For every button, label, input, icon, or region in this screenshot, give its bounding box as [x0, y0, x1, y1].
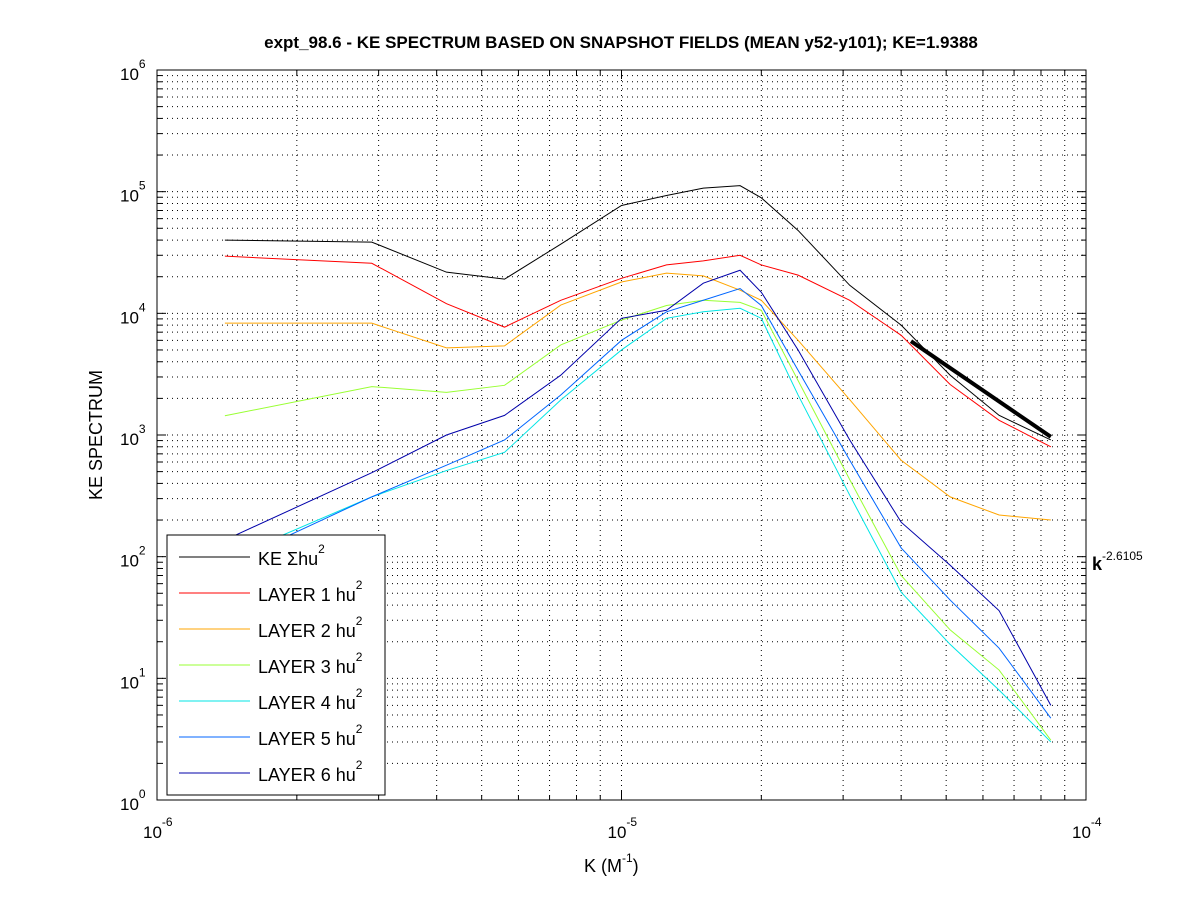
tick-exponent: -5: [626, 815, 637, 829]
y-tick-label: 102: [120, 544, 146, 571]
x-tick-label: 10-5: [608, 815, 638, 842]
tick-exponent: 4: [139, 300, 146, 314]
legend-label-4: LAYER 4 hu2: [258, 686, 363, 713]
tick-exponent: -6: [162, 815, 173, 829]
tick-base: 10: [120, 65, 139, 84]
tick-exponent: 1: [139, 665, 146, 679]
legend-label-3: LAYER 3 hu2: [258, 650, 363, 677]
tick-exponent: 2: [139, 544, 146, 558]
tick-exponent: 3: [139, 422, 146, 436]
legend-text: LAYER 2 hu: [258, 621, 356, 641]
legend-text: LAYER 5 hu: [258, 729, 356, 749]
tick-base: 10: [120, 308, 139, 327]
legend-text: LAYER 3 hu: [258, 657, 356, 677]
series-line-6: [224, 269, 1052, 706]
legend-text: LAYER 6 hu: [258, 765, 356, 785]
series-line-4: [224, 307, 1052, 743]
legend-text: LAYER 4 hu: [258, 693, 356, 713]
tick-base: 10: [120, 187, 139, 206]
power-law-fit-line: [909, 339, 1052, 439]
legend-label-1: LAYER 1 hu2: [258, 578, 363, 605]
tick-exponent: 6: [139, 57, 146, 71]
series-line-5: [224, 287, 1052, 719]
legend-exponent: 2: [356, 614, 363, 628]
fit-slope-label: k-2.6105: [1092, 549, 1143, 574]
x-tick-label: 10-4: [1072, 815, 1102, 842]
x-tick-label: 10-6: [143, 815, 173, 842]
series-line-1: [224, 254, 1052, 448]
legend-exponent: 2: [356, 686, 363, 700]
legend-exponent: 2: [356, 650, 363, 664]
fit-exponent: -2.6105: [1102, 549, 1143, 563]
y-tick-label: 105: [120, 179, 146, 206]
tick-exponent: 5: [139, 179, 146, 193]
legend-text: LAYER 1 hu: [258, 585, 356, 605]
x-label-exponent: -1: [622, 851, 633, 865]
tick-base: 10: [1072, 823, 1091, 842]
chart-title: expt_98.6 - KE SPECTRUM BASED ON SNAPSHO…: [264, 33, 978, 52]
tick-exponent: 0: [139, 787, 146, 801]
legend-label-6: LAYER 6 hu2: [258, 758, 363, 785]
axes-box: [156, 69, 1087, 801]
legend-label-2: LAYER 2 hu2: [258, 614, 363, 641]
tick-base: 10: [143, 823, 162, 842]
tick-base: 10: [120, 552, 139, 571]
legend-label-0: KE Σhu2: [258, 542, 325, 569]
tick-base: 10: [120, 795, 139, 814]
tick-base: 10: [120, 430, 139, 449]
legend-exponent: 2: [318, 542, 325, 556]
y-tick-label: 101: [120, 665, 146, 692]
y-tick-label: 104: [120, 300, 146, 327]
series-line-3: [224, 299, 1052, 741]
fit-k: k: [1092, 554, 1103, 574]
legend-exponent: 2: [356, 722, 363, 736]
tick-base: 10: [120, 673, 139, 692]
legend-exponent: 2: [356, 578, 363, 592]
y-axis-label: KE SPECTRUM: [86, 370, 106, 500]
x-label-end: ): [633, 856, 639, 876]
y-tick-label: 103: [120, 422, 146, 449]
x-label-text: K (M: [584, 856, 622, 876]
legend-label-5: LAYER 5 hu2: [258, 722, 363, 749]
y-tick-label: 100: [120, 787, 146, 814]
tick-base: 10: [608, 823, 627, 842]
series-group: [224, 185, 1052, 743]
legend-text: KE Σhu: [258, 549, 318, 569]
legend-exponent: 2: [356, 758, 363, 772]
x-axis-label: K (M-1): [584, 851, 639, 876]
y-tick-label: 106: [120, 57, 146, 84]
tick-exponent: -4: [1091, 815, 1102, 829]
series-line-2: [224, 272, 1051, 521]
